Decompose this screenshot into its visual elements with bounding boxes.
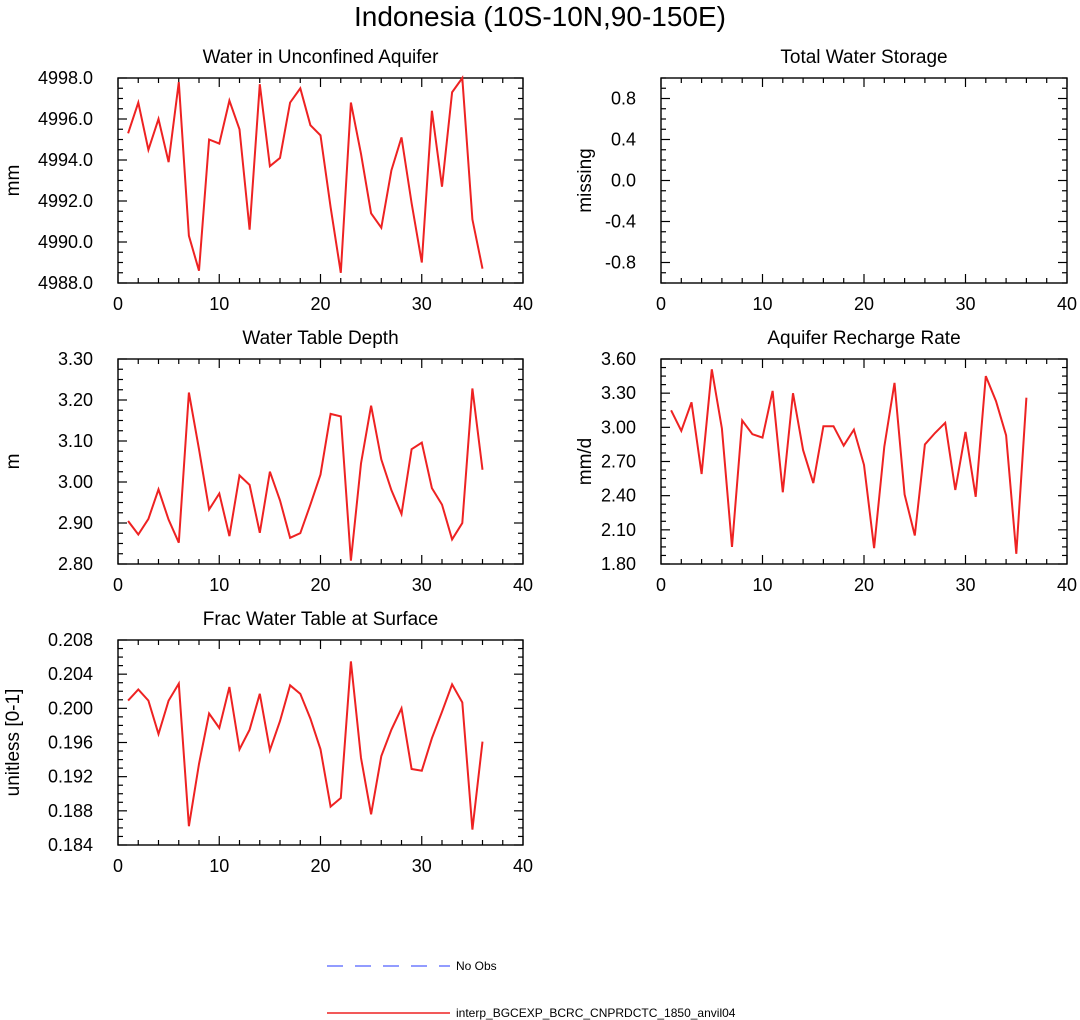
- legend-label: No Obs: [456, 959, 497, 973]
- series-line: [127, 388, 484, 561]
- x-tick-label: 30: [412, 856, 432, 876]
- series-line: [127, 661, 484, 830]
- y-tick-label: 2.90: [58, 513, 93, 533]
- y-tick-label: 2.40: [601, 486, 636, 506]
- series-line: [670, 369, 1028, 554]
- y-tick-label: 4998.0: [38, 68, 93, 88]
- panel-title: Aquifer Recharge Rate: [767, 328, 960, 349]
- x-tick-label: 20: [310, 294, 330, 314]
- series-line: [127, 75, 484, 273]
- y-tick-label: 3.00: [58, 472, 93, 492]
- panel-title: Frac Water Table at Surface: [203, 609, 439, 630]
- y-tick-label: -0.4: [605, 212, 636, 232]
- x-tick-label: 30: [955, 294, 975, 314]
- x-tick-label: 10: [209, 294, 229, 314]
- x-tick-label: 10: [752, 575, 772, 595]
- y-tick-label: 4992.0: [38, 191, 93, 211]
- y-tick-label: 0.196: [48, 733, 93, 753]
- x-tick-label: 20: [310, 575, 330, 595]
- plot-frame: [117, 77, 524, 284]
- y-tick-label: 3.30: [58, 349, 93, 369]
- panel-3: Water Table Depth 0 10 20 30 40 2.80 2.90 3.00 3.…: [3, 328, 533, 595]
- y-tick-label: 2.10: [601, 520, 636, 540]
- x-tick-label: 10: [752, 294, 772, 314]
- y-tick-label: 0.192: [48, 767, 93, 787]
- y-tick-label: 2.80: [58, 554, 93, 574]
- x-tick-label: 10: [209, 575, 229, 595]
- y-tick-label: 4996.0: [38, 109, 93, 129]
- x-tick-label: 20: [854, 294, 874, 314]
- x-tick-label: 0: [113, 856, 123, 876]
- x-tick-label: 0: [656, 575, 666, 595]
- panel-title: Water Table Depth: [242, 328, 398, 349]
- y-axis-label: mm: [3, 165, 24, 197]
- y-tick-label: 0.204: [48, 664, 93, 684]
- x-tick-label: 20: [310, 856, 330, 876]
- y-tick-label: 0.4: [611, 130, 636, 150]
- x-tick-label: 40: [1057, 575, 1077, 595]
- panel-4: Aquifer Recharge Rate 0 10 20 30 40 1.80 2.10 2.…: [575, 328, 1077, 595]
- y-tick-label: 1.80: [601, 554, 636, 574]
- y-tick-label: 0.0: [611, 171, 636, 191]
- y-axis-label: unitless [0-1]: [3, 689, 24, 797]
- y-tick-label: 3.30: [601, 383, 636, 403]
- x-tick-label: 30: [412, 294, 432, 314]
- y-tick-label: 4988.0: [38, 273, 93, 293]
- y-tick-label: 3.10: [58, 431, 93, 451]
- x-tick-label: 30: [412, 575, 432, 595]
- y-tick-label: 2.70: [601, 452, 636, 472]
- x-tick-label: 40: [513, 294, 533, 314]
- legend-label: interp_BGCEXP_BCRC_CNPRDCTC_1850_anvil04: [456, 1006, 736, 1020]
- plot-frame: [117, 639, 524, 846]
- panel-title: Water in Unconfined Aquifer: [203, 47, 440, 68]
- y-tick-label: -0.8: [605, 253, 636, 273]
- y-axis-label: m: [3, 454, 24, 470]
- y-tick-label: 0.208: [48, 630, 93, 650]
- y-tick-label: 4994.0: [38, 150, 93, 170]
- panel-title: Total Water Storage: [780, 47, 947, 68]
- panels: Water in Unconfined Aquifer 0 10 20 30 40 4988…: [3, 47, 1077, 876]
- y-tick-label: 0.8: [611, 89, 636, 109]
- figure-title: Indonesia (10S-10N,90-150E): [354, 1, 726, 32]
- x-tick-label: 40: [513, 575, 533, 595]
- y-axis-label: mm/d: [575, 438, 596, 486]
- y-tick-label: 0.200: [48, 698, 93, 718]
- y-tick-label: 0.184: [48, 835, 93, 855]
- x-tick-label: 40: [1057, 294, 1077, 314]
- y-tick-label: 3.60: [601, 349, 636, 369]
- panel-2: Total Water Storage 0 10 20 30 40 -0.8 -0.4 0.0 0…: [575, 47, 1077, 314]
- x-tick-label: 30: [955, 575, 975, 595]
- x-tick-label: 0: [656, 294, 666, 314]
- y-tick-label: 3.20: [58, 390, 93, 410]
- panel-5: Frac Water Table at Surface 0 10 20 30 40 0.18…: [3, 609, 533, 876]
- y-tick-label: 0.188: [48, 801, 93, 821]
- x-tick-label: 0: [113, 575, 123, 595]
- y-axis-label: missing: [575, 148, 596, 212]
- x-tick-label: 10: [209, 856, 229, 876]
- panel-1: Water in Unconfined Aquifer 0 10 20 30 40 4988…: [3, 47, 533, 314]
- x-tick-label: 40: [513, 856, 533, 876]
- legend: No Obs interp_BGCEXP_BCRC_CNPRDCTC_1850_a…: [327, 959, 736, 1020]
- x-tick-label: 20: [854, 575, 874, 595]
- plot-frame: [660, 77, 1068, 284]
- y-tick-label: 4990.0: [38, 232, 93, 252]
- x-tick-label: 0: [113, 294, 123, 314]
- y-tick-label: 3.00: [601, 417, 636, 437]
